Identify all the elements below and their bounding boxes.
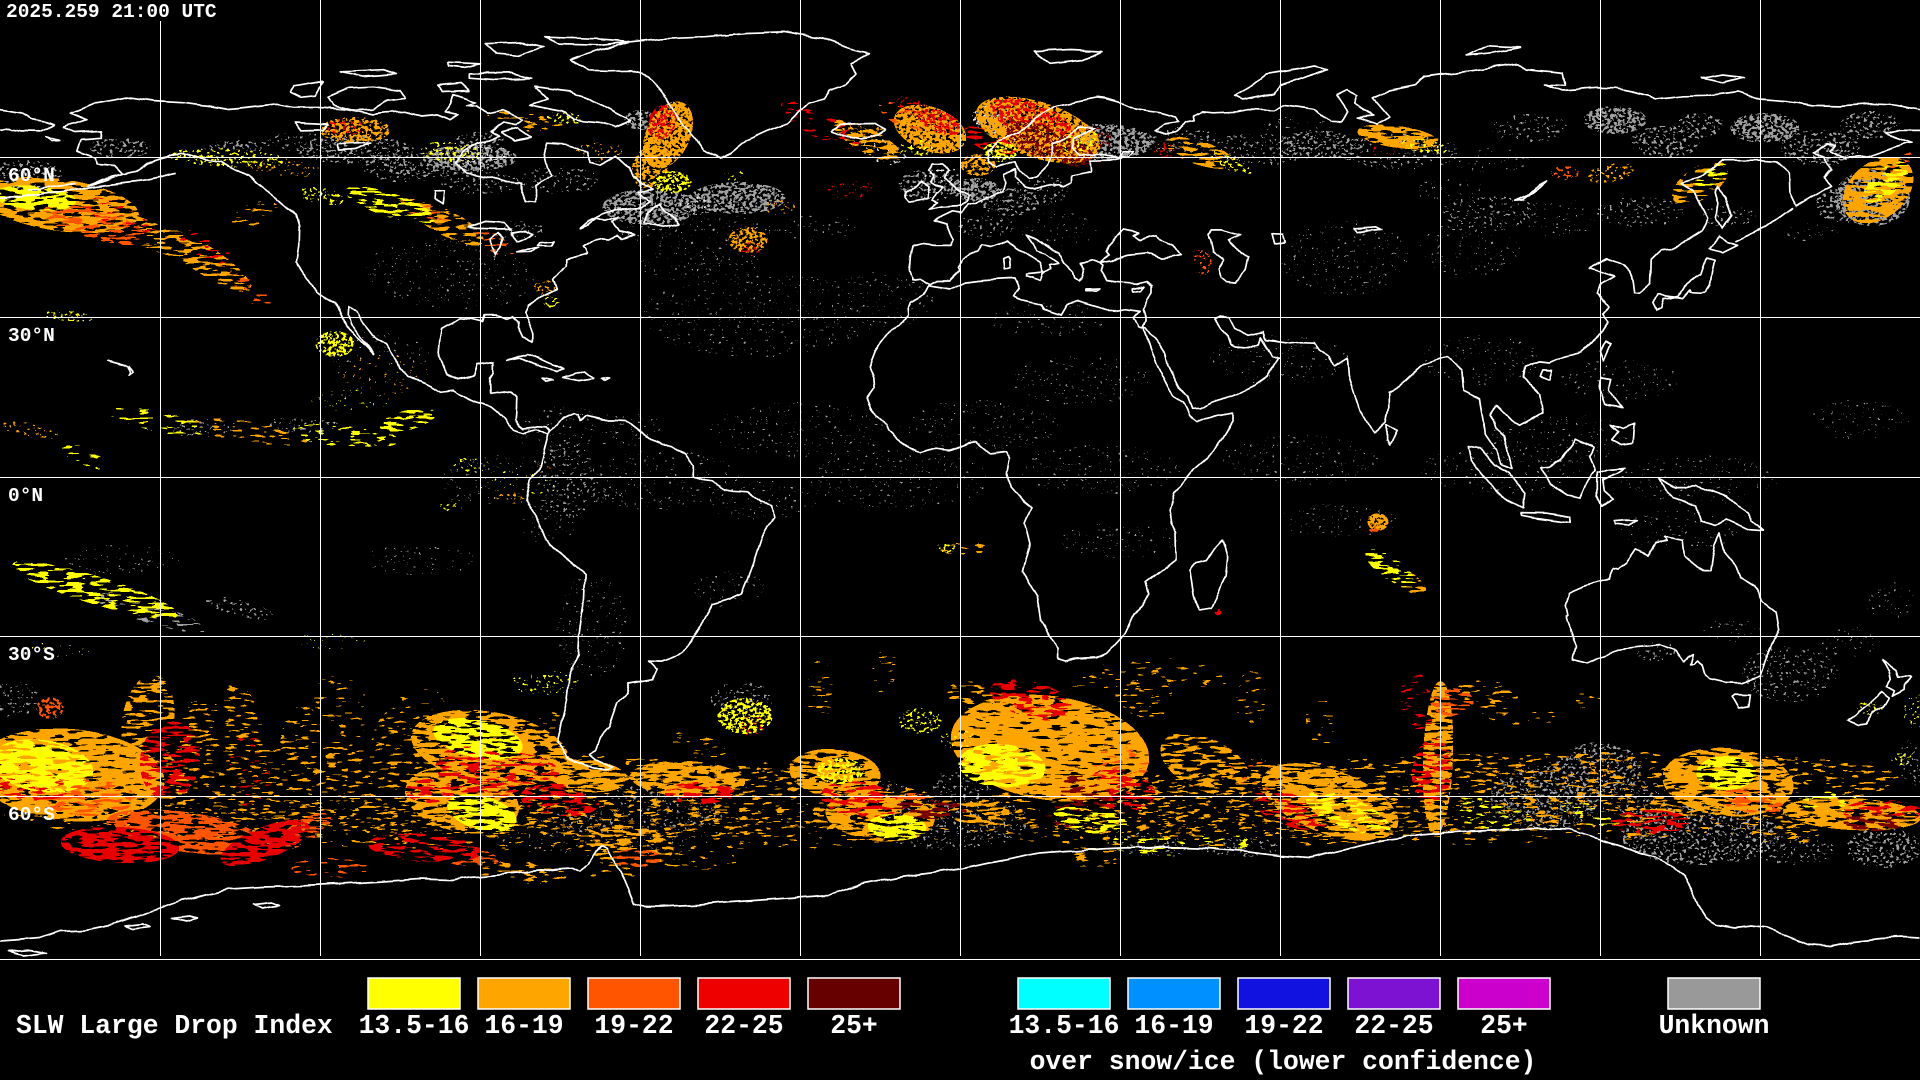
svg-text:30°S: 30°S: [8, 644, 55, 666]
svg-text:SLW Large Drop Index: SLW Large Drop Index: [16, 1011, 333, 1041]
svg-text:22-25: 22-25: [704, 1011, 783, 1041]
svg-text:over snow/ice (lower confidenc: over snow/ice (lower confidence): [1030, 1047, 1537, 1077]
svg-text:30°N: 30°N: [8, 325, 55, 347]
svg-text:Unknown: Unknown: [1659, 1011, 1770, 1041]
svg-text:25+: 25+: [830, 1011, 878, 1041]
svg-text:22-25: 22-25: [1354, 1011, 1433, 1041]
svg-text:16-19: 16-19: [484, 1011, 563, 1041]
svg-text:0°N: 0°N: [8, 485, 43, 507]
svg-text:13.5-16: 13.5-16: [1009, 1011, 1120, 1041]
svg-text:16-19: 16-19: [1134, 1011, 1213, 1041]
svg-text:19-22: 19-22: [594, 1011, 673, 1041]
svg-text:25+: 25+: [1480, 1011, 1528, 1041]
svg-text:2025.259 21:00 UTC: 2025.259 21:00 UTC: [6, 1, 217, 23]
svg-text:60°N: 60°N: [8, 165, 55, 187]
svg-text:13.5-16: 13.5-16: [359, 1011, 470, 1041]
svg-text:60°S: 60°S: [8, 804, 55, 826]
svg-text:19-22: 19-22: [1244, 1011, 1323, 1041]
